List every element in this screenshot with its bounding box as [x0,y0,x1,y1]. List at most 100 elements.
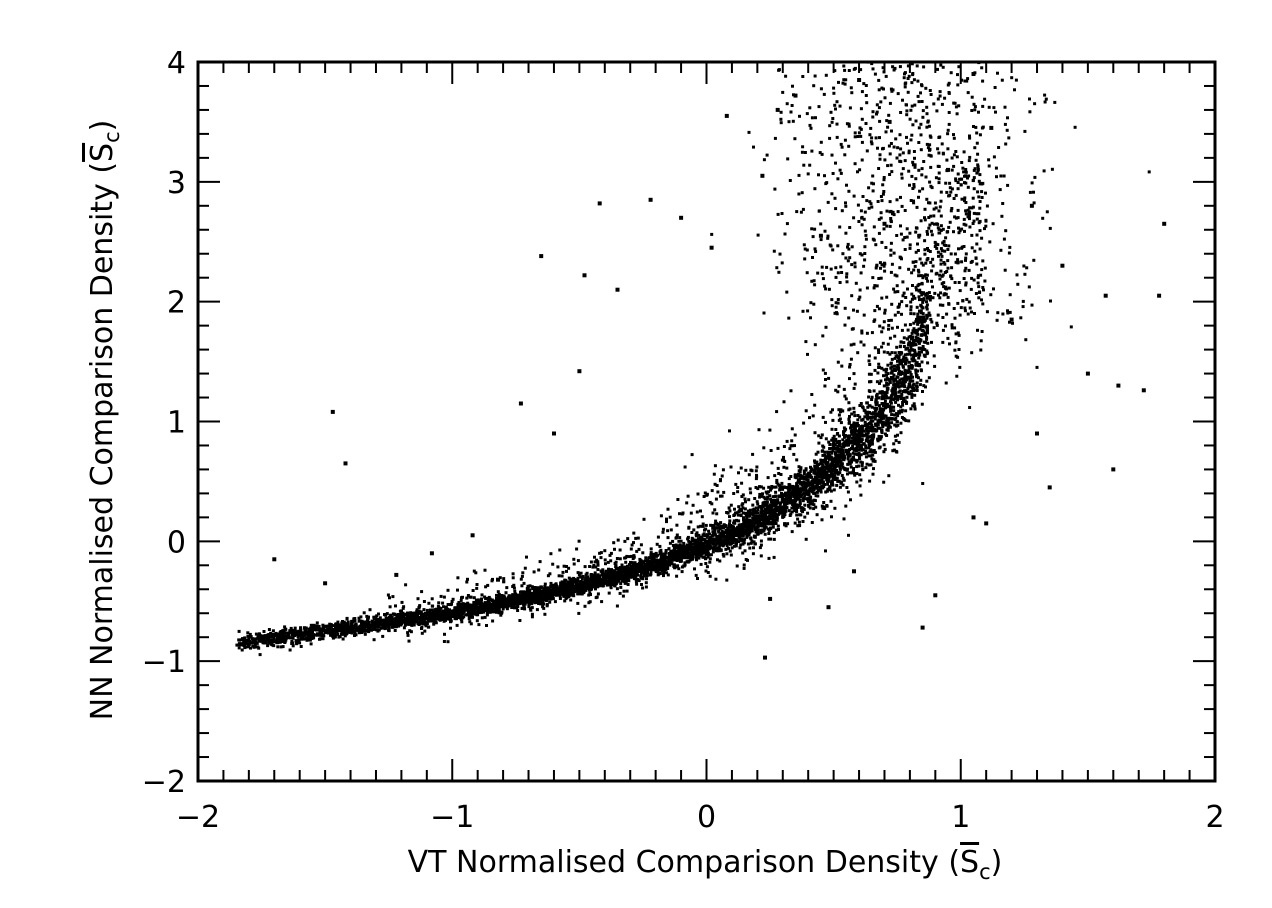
data-point [889,362,893,365]
data-point [735,518,739,522]
data-point [889,371,893,375]
data-point [864,449,868,453]
data-point [592,574,596,578]
data-point [683,547,687,551]
data-point [390,625,394,629]
data-point [814,494,818,498]
data-point [760,521,764,525]
data-point [255,641,259,645]
data-point [901,365,905,369]
data-point [819,487,823,491]
data-point [519,601,523,605]
data-point [711,550,715,554]
data-point [488,605,492,609]
data-point [872,389,876,393]
data-point [678,543,682,547]
data-point [759,539,763,543]
data-point [432,622,436,626]
data-point [468,620,472,624]
data-point [308,632,312,636]
data-point [516,595,520,599]
data-point [879,413,882,417]
data-point [596,592,600,596]
data-point [878,410,882,413]
data-point [728,549,732,553]
data-point [333,628,336,632]
data-point [369,623,373,627]
data-point [662,570,666,574]
data-point [906,337,910,341]
data-point [246,631,250,635]
data-point [243,644,246,648]
data-point [689,558,693,562]
data-point [401,606,405,610]
data-point [714,521,718,525]
data-point [425,608,429,612]
data-point [420,614,423,618]
data-point [675,549,679,553]
data-point [371,622,375,626]
data-point [868,450,872,454]
data-point [461,616,465,620]
data-point [889,396,893,400]
data-point [821,444,825,448]
data-point [760,513,764,517]
data-point [405,617,409,621]
data-point [276,645,280,649]
data-point [846,457,850,461]
data-point [472,603,476,607]
data-point [827,479,831,483]
data-point [838,442,841,446]
data-point [848,471,852,475]
data-point [402,626,406,630]
data-point [703,534,707,538]
data-point [743,532,747,536]
data-point [658,572,662,575]
data-point [718,543,722,547]
data-point [757,505,761,509]
data-point [672,563,676,567]
data-point [921,312,925,316]
data-point [371,628,375,631]
data-point [911,379,915,383]
data-point [242,640,246,643]
data-point [457,608,461,612]
data-point [427,601,431,605]
data-point [480,616,484,620]
data-point [279,645,283,649]
data-point [879,414,883,418]
data-point [864,433,868,437]
data-point [567,595,571,598]
data-point [453,606,457,610]
data-point [526,596,530,600]
data-point [760,510,764,514]
data-point [362,611,366,615]
data-point [521,593,524,597]
data-point [909,407,913,411]
data-point [892,442,896,446]
data-point [763,497,767,501]
data-point [695,548,699,551]
data-point [263,641,267,645]
data-point [358,624,362,628]
data-point [294,639,298,643]
data-point [876,437,880,441]
data-point [272,644,276,648]
data-point [829,450,833,454]
data-point [579,585,583,589]
data-point [419,616,423,620]
data-point [898,352,902,356]
data-point [425,621,429,625]
data-point [333,631,337,635]
data-point [806,481,809,485]
data-point [517,594,521,598]
data-point [858,404,862,407]
data-point [889,409,893,413]
data-point [365,620,369,624]
data-point [763,515,767,518]
data-point [807,483,811,487]
data-point [332,624,336,628]
data-point [763,517,767,521]
data-point [799,506,803,510]
data-point [328,627,332,631]
